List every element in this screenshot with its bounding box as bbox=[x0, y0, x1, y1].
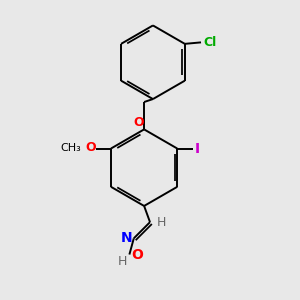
Text: O: O bbox=[134, 116, 144, 129]
Text: N: N bbox=[121, 231, 132, 245]
Text: Cl: Cl bbox=[203, 36, 217, 49]
Text: O: O bbox=[131, 248, 143, 262]
Text: I: I bbox=[195, 142, 200, 155]
Text: O: O bbox=[85, 141, 96, 154]
Text: H: H bbox=[157, 216, 166, 229]
Text: H: H bbox=[117, 254, 127, 268]
Text: CH₃: CH₃ bbox=[60, 143, 81, 153]
